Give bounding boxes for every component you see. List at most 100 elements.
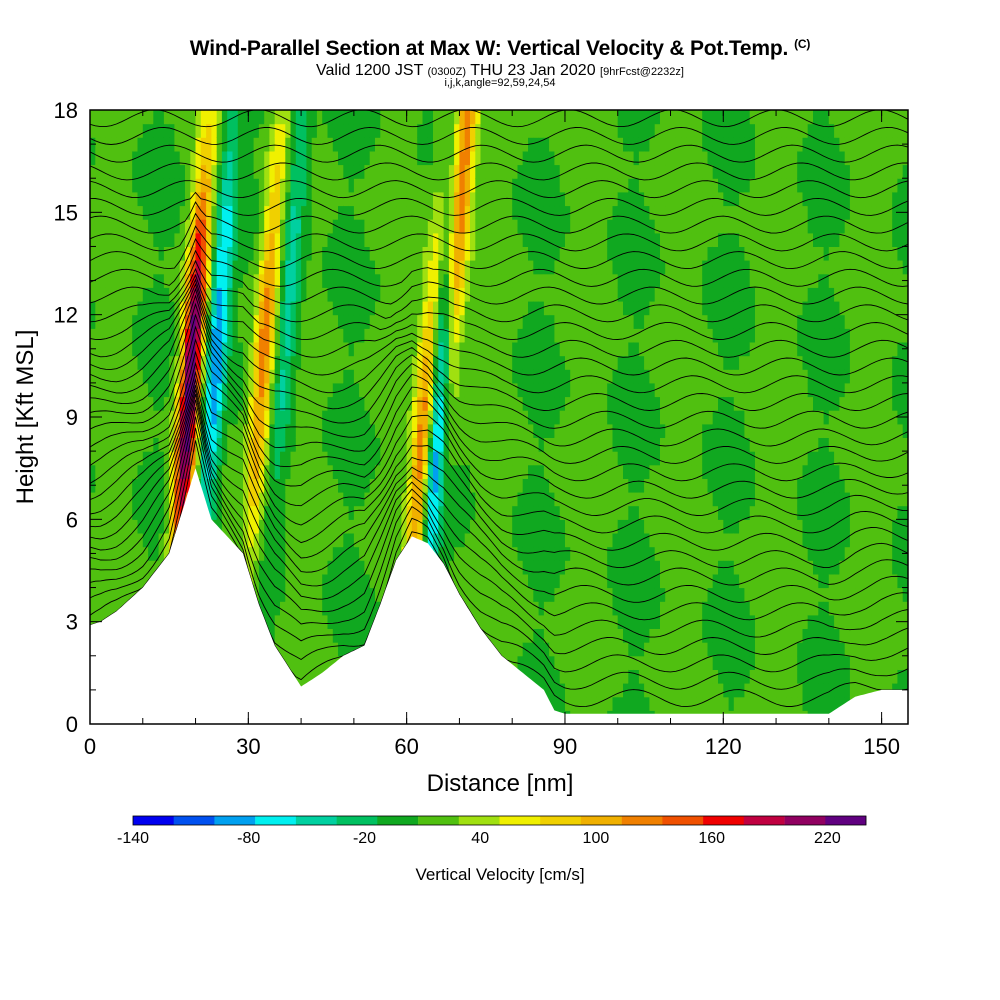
- field-cell: [301, 205, 307, 220]
- field-cell: [290, 205, 297, 220]
- field-cell: [591, 110, 598, 125]
- field-cell: [396, 519, 402, 534]
- field-cell: [580, 246, 587, 261]
- field-cell: [665, 355, 672, 370]
- field-cell: [311, 205, 318, 220]
- field-cell: [633, 505, 640, 520]
- field-cell: [396, 492, 402, 507]
- field-cell: [665, 369, 672, 384]
- field-cell: [237, 110, 244, 125]
- field-cell: [274, 246, 281, 261]
- field-cell: [264, 355, 271, 370]
- field-cell: [427, 478, 434, 493]
- field-cell: [649, 301, 656, 316]
- field-cell: [580, 342, 587, 357]
- field-cell: [142, 232, 149, 247]
- field-cell: [269, 150, 276, 166]
- field-cell: [311, 573, 318, 589]
- field-cell: [559, 369, 566, 384]
- field-cell: [211, 260, 218, 275]
- field-cell: [401, 314, 408, 329]
- field-cell: [586, 137, 592, 152]
- field-cell: [565, 382, 571, 398]
- field-cell: [660, 519, 666, 534]
- field-cell: [596, 423, 603, 438]
- field-cell: [111, 164, 117, 179]
- field-cell: [633, 287, 640, 302]
- field-cell: [660, 137, 666, 152]
- field-cell: [575, 560, 582, 575]
- field-cell: [470, 205, 476, 220]
- field-cell: [596, 273, 603, 288]
- field-cell: [385, 410, 392, 425]
- field-cell: [559, 683, 566, 698]
- field-cell: [369, 437, 376, 452]
- field-cell: [470, 287, 476, 302]
- field-cell: [601, 628, 608, 643]
- field-cell: [411, 232, 418, 247]
- field-cell: [269, 423, 276, 438]
- field-cell: [142, 519, 149, 534]
- field-cell: [670, 342, 677, 357]
- field-cell: [607, 110, 614, 125]
- field-cell: [158, 260, 165, 275]
- field-cell: [496, 137, 503, 152]
- field-cell: [237, 478, 244, 493]
- field-cell: [517, 273, 524, 288]
- field-cell: [644, 123, 650, 138]
- field-cell: [654, 601, 661, 616]
- field-cell: [517, 437, 524, 452]
- field-cell: [654, 492, 661, 507]
- field-cell: [433, 110, 439, 125]
- field-cell: [274, 614, 281, 629]
- field-cell: [623, 478, 629, 493]
- field-cell: [316, 655, 323, 670]
- field-cell: [649, 287, 656, 302]
- field-cell: [169, 150, 176, 166]
- field-cell: [591, 655, 598, 670]
- field-cell: [169, 492, 176, 507]
- field-cell: [280, 423, 286, 438]
- field-cell: [607, 451, 614, 466]
- field-cell: [137, 191, 144, 207]
- field-cell: [179, 219, 186, 234]
- field-cell: [105, 464, 112, 479]
- field-cell: [227, 492, 234, 507]
- field-cell: [501, 110, 508, 125]
- field-cell: [221, 437, 228, 452]
- field-cell: [280, 301, 286, 316]
- field-cell: [459, 232, 466, 247]
- field-cell: [475, 587, 482, 602]
- field-cell: [285, 492, 292, 507]
- field-cell: [163, 382, 170, 398]
- field-cell: [353, 369, 360, 384]
- field-cell: [443, 451, 450, 466]
- field-cell: [538, 164, 545, 179]
- field-cell: [264, 123, 271, 138]
- field-cell: [311, 642, 318, 657]
- field-cell: [126, 573, 133, 589]
- field-cell: [422, 369, 429, 384]
- field-cell: [295, 301, 302, 316]
- field-cell: [443, 301, 450, 316]
- field-cell: [554, 614, 561, 629]
- field-cell: [264, 369, 271, 384]
- field-cell: [253, 287, 260, 302]
- field-cell: [338, 260, 344, 275]
- field-cell: [258, 369, 265, 384]
- field-cell: [359, 396, 365, 411]
- field-cell: [105, 560, 112, 575]
- field-cell: [591, 423, 598, 438]
- field-cell: [591, 642, 598, 657]
- field-cell: [433, 123, 439, 138]
- field-cell: [549, 642, 555, 657]
- field-cell: [158, 355, 165, 370]
- field-cell: [169, 314, 176, 329]
- field-cell: [274, 519, 281, 534]
- field-cell: [105, 396, 112, 411]
- field-cell: [100, 533, 107, 548]
- field-cell: [306, 573, 313, 589]
- field-cell: [396, 150, 402, 166]
- field-cell: [438, 342, 445, 357]
- field-cell: [533, 451, 540, 466]
